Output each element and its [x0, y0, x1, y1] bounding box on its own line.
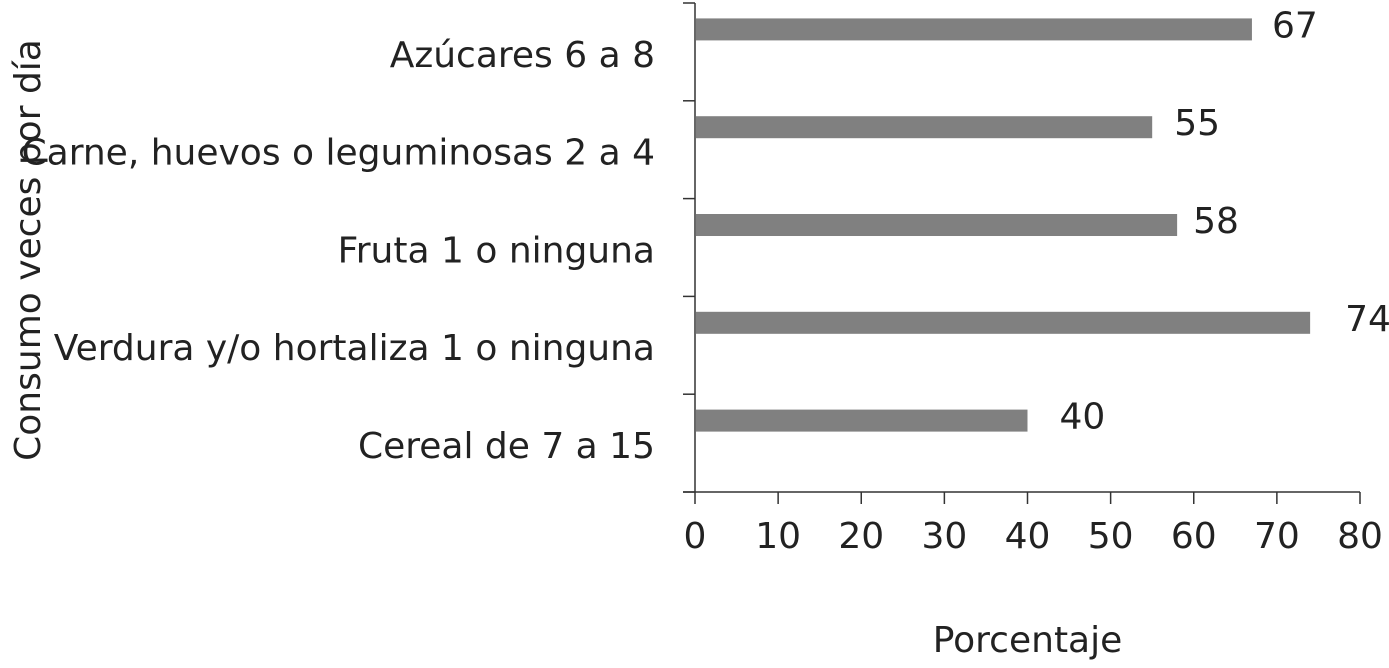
x-tick-label: 70	[1254, 516, 1300, 557]
data-label: 55	[1174, 103, 1220, 144]
category-label: Azúcares 6 a 8	[390, 35, 655, 76]
bar	[696, 18, 1252, 40]
category-label: Fruta 1 o ninguna	[338, 230, 655, 271]
bar	[696, 312, 1310, 334]
x-tick-label: 30	[921, 516, 967, 557]
category-label: Cereal de 7 a 15	[358, 426, 655, 467]
x-tick-label: 40	[1005, 516, 1051, 557]
bar	[696, 116, 1152, 138]
category-label: Carne, huevos o leguminosas 2 a 4	[22, 133, 656, 174]
x-tick-label: 10	[755, 516, 801, 557]
data-label: 74	[1345, 299, 1389, 340]
category-labels: Azúcares 6 a 8 Carne, huevos o leguminosa…	[22, 35, 656, 467]
x-tick-label: 0	[684, 516, 707, 557]
category-label: Verdura y/o hortaliza 1 o ninguna	[54, 328, 655, 369]
data-label: 58	[1193, 201, 1239, 242]
bar	[696, 410, 1028, 432]
x-tick-label: 60	[1171, 516, 1217, 557]
data-label: 40	[1060, 397, 1106, 438]
x-tick-label: 50	[1088, 516, 1134, 557]
y-axis-title: Consumo veces por día	[8, 39, 49, 461]
bar	[696, 214, 1177, 236]
x-tick-label: 20	[838, 516, 884, 557]
data-label: 67	[1272, 5, 1318, 46]
x-tick-labels: 0 10 20 30 40 50 60 70 80	[684, 516, 1383, 557]
x-tick-label: 80	[1337, 516, 1383, 557]
x-axis-title: Porcentaje	[933, 620, 1123, 661]
